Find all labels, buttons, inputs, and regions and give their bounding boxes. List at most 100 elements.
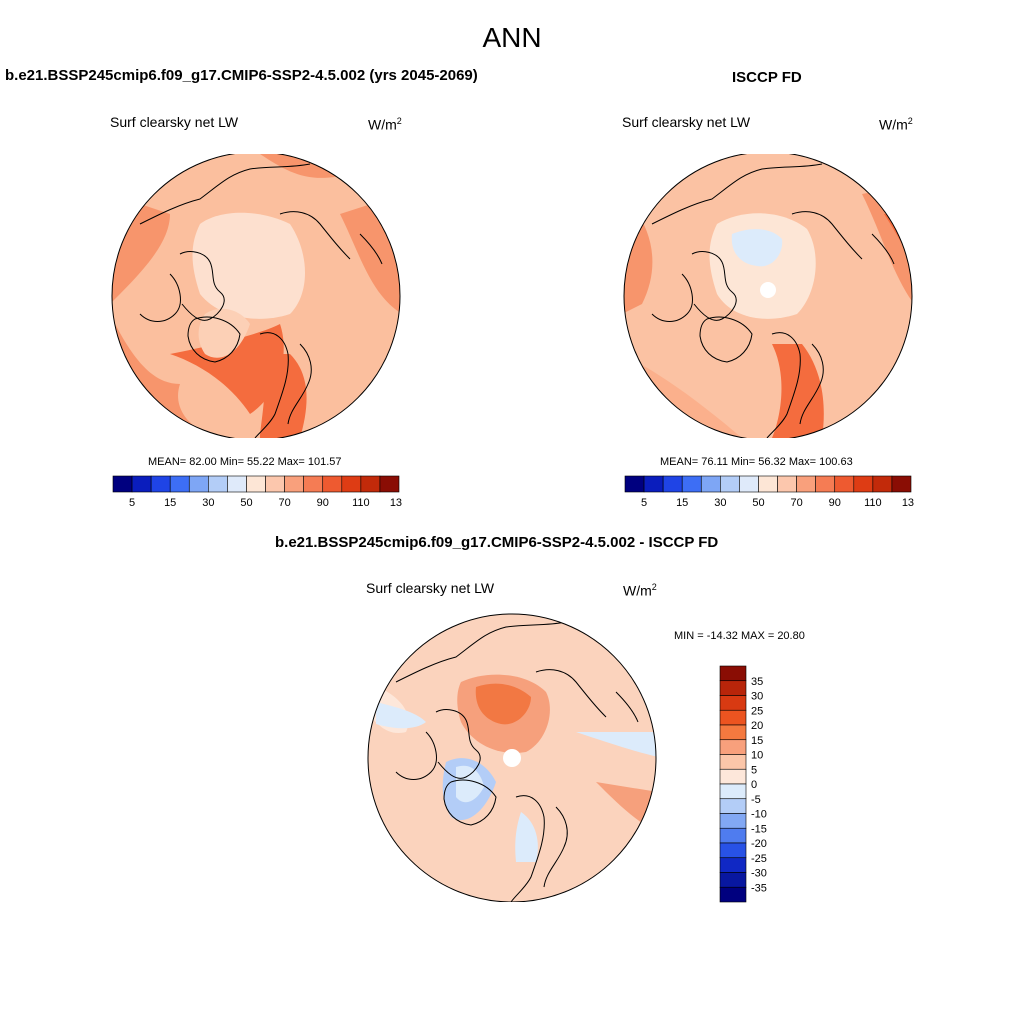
map-field-patch: [772, 344, 824, 438]
colorbar-label: 110: [352, 497, 370, 509]
coastline: [359, 233, 383, 265]
right-panel-title: ISCCP FD: [732, 69, 802, 86]
map-missing-data-pole: [503, 749, 521, 767]
colorbar-swatch: [834, 475, 855, 493]
colorbar-swatch: [265, 475, 285, 493]
colorbar-label: 25: [751, 705, 763, 717]
colorbar-swatch: [719, 709, 747, 726]
map-field-patch: [475, 683, 531, 725]
coastline: [287, 343, 312, 425]
coastline: [279, 211, 351, 260]
colorbar-swatch: [131, 475, 152, 493]
colorbar-swatch: [643, 475, 664, 493]
colorbar-label: 90: [317, 497, 329, 509]
colorbar-label: 50: [752, 497, 764, 509]
map-field-patch: [192, 212, 305, 319]
map-field-patch: [576, 732, 656, 757]
colorbar-label: 20: [751, 720, 763, 732]
colorbar-label: -25: [751, 853, 767, 865]
colorbar-swatch: [719, 754, 747, 770]
colorbar-label: 30: [202, 497, 214, 509]
colorbar-swatch: [246, 475, 266, 493]
coastline: [799, 343, 824, 425]
colorbar-label: 110: [864, 497, 882, 509]
colorbar-swatch: [303, 475, 324, 493]
colorbar-swatch: [169, 475, 190, 493]
colorbar-swatch: [719, 813, 747, 829]
colorbar-label: 15: [164, 497, 176, 509]
coastline: [651, 163, 823, 225]
left-panel-stats: MEAN= 82.00 Min= 55.22 Max= 101.57: [148, 456, 342, 468]
diff-panel-minmax: MIN = -14.32 MAX = 20.80: [674, 630, 805, 642]
colorbar-swatch: [188, 475, 209, 493]
coastline: [139, 273, 181, 322]
colorbar-label: -20: [751, 838, 767, 850]
colorbar-swatch: [719, 695, 747, 711]
coastline: [535, 669, 607, 718]
map-field-patch: [260, 354, 307, 438]
colorbar-swatch: [719, 783, 747, 800]
left-panel-title: b.e21.BSSP245cmip6.f09_g17.CMIP6-SSP2-4.…: [5, 67, 478, 84]
diff-colorbar: 35 30 25 20 15 10 5 0 -5 -10 -15 -20 -25 -30 -35: [719, 665, 767, 903]
coastline: [615, 691, 639, 723]
map-field-patch: [456, 765, 484, 803]
colorbar-label: -35: [751, 882, 767, 894]
map-field-patch: [515, 812, 538, 862]
colorbar-swatch: [719, 724, 747, 741]
coastline: [139, 163, 311, 225]
colorbar-swatch: [719, 680, 747, 696]
colorbar-swatch: [872, 475, 893, 493]
colorbar-label: -30: [751, 868, 767, 880]
colorbar-swatch: [758, 475, 778, 493]
colorbar-swatch: [739, 475, 759, 493]
colorbar-label: 10: [751, 750, 763, 762]
diff-polar-map: [367, 613, 657, 902]
colorbar-label: 130: [902, 497, 914, 509]
colorbar-swatch: [624, 475, 645, 493]
coastline: [187, 316, 241, 363]
left-panel-units: W/m2: [368, 116, 402, 133]
colorbar-swatch: [150, 475, 171, 493]
coastline: [435, 709, 481, 779]
map-missing-data-pole: [760, 282, 776, 298]
colorbar-label: 5: [129, 497, 135, 509]
colorbar-label: 35: [751, 676, 763, 688]
colorbar-swatch: [322, 475, 343, 493]
coastline: [510, 795, 545, 902]
colorbar-swatch: [719, 857, 747, 873]
colorbar-swatch: [719, 872, 747, 888]
right-polar-map: [623, 154, 913, 438]
right-colorbar: 5 15 30 50 70 90 110 130: [624, 475, 914, 509]
coastline: [651, 273, 693, 322]
colorbar-swatch: [700, 475, 721, 493]
colorbar-label: 70: [790, 497, 802, 509]
main-title: ANN: [482, 22, 542, 53]
map-border: [623, 154, 913, 438]
coastline: [395, 731, 437, 780]
colorbar-label: 15: [751, 735, 763, 747]
colorbar-swatch: [815, 475, 836, 493]
colorbar-swatch: [662, 475, 683, 493]
coastline: [791, 211, 863, 260]
colorbar-label: 30: [714, 497, 726, 509]
coastline: [395, 621, 567, 683]
right-panel-units: W/m2: [879, 116, 913, 133]
map-field-patch: [731, 229, 783, 267]
colorbar-swatch: [208, 475, 228, 493]
coastline: [691, 251, 737, 321]
map-field-patch: [198, 308, 250, 358]
colorbar-swatch: [719, 798, 747, 814]
colorbar-label: 90: [829, 497, 841, 509]
map-field-patch: [376, 702, 426, 729]
colorbar-swatch: [719, 768, 747, 785]
colorbar-swatch: [681, 475, 702, 493]
colorbar-label: 30: [751, 691, 763, 703]
diff-panel-subtitle: Surf clearsky net LW: [366, 580, 495, 596]
colorbar-swatch: [719, 886, 747, 903]
left-panel-subtitle: Surf clearsky net LW: [110, 114, 239, 130]
colorbar-swatch: [720, 475, 740, 493]
coastline: [543, 806, 568, 888]
colorbar-swatch: [227, 475, 247, 493]
colorbar-label: 15: [676, 497, 688, 509]
colorbar-swatch: [719, 842, 747, 859]
